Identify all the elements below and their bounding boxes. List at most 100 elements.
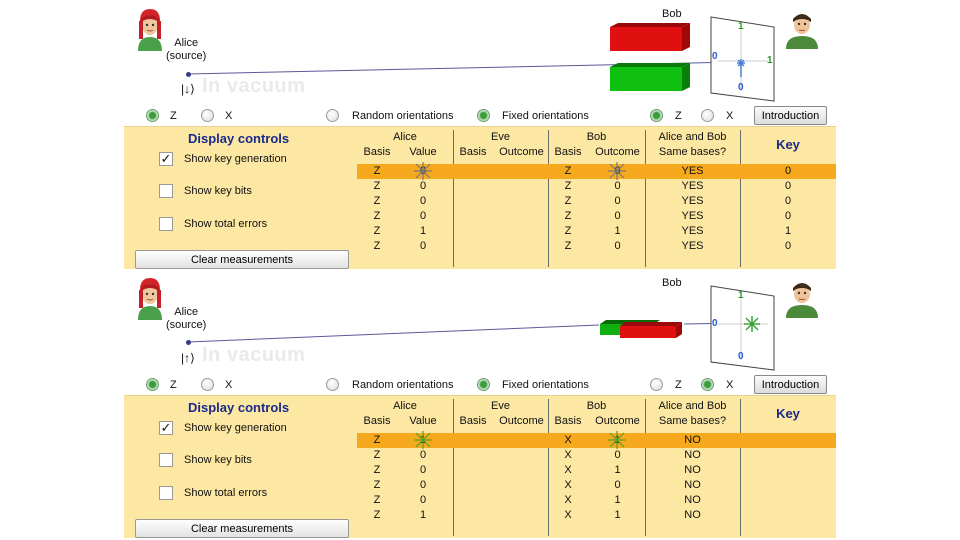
clear-measurements-button[interactable]: Clear measurements [135, 519, 349, 538]
bob-basis-z-radio[interactable] [650, 109, 663, 122]
alice-and-bob-header: Alice and Bob [658, 400, 727, 412]
alice-value-header: Value [409, 146, 437, 158]
key-header: Key [776, 406, 800, 421]
random-orientations-radio[interactable] [326, 378, 339, 391]
fixed-orientations-label: Fixed orientations [502, 110, 589, 122]
clear-measurements-button[interactable]: Clear measurements [135, 250, 349, 269]
display-controls-title: Display controls [188, 131, 290, 146]
photon-source [186, 72, 191, 77]
bob-basis-header: Basis [554, 146, 582, 158]
alice-basis-z-label: Z [170, 379, 177, 391]
show-key-generation-checkbox[interactable]: ✓ [159, 151, 173, 166]
show-key-bits-checkbox[interactable] [159, 453, 173, 467]
alice-basis-header: Basis [363, 146, 391, 158]
medium-label: In vacuum [202, 75, 306, 97]
show-key-bits-checkbox[interactable] [159, 184, 173, 198]
alice-basis-x-label: X [225, 379, 233, 391]
fixed-orientations-radio[interactable] [477, 378, 490, 391]
detector-top-label: 1 [738, 21, 744, 32]
table-row: Z 0 X 1 NO [373, 464, 701, 476]
bob-basis-x-label: X [726, 379, 734, 391]
bob-header: Bob [586, 131, 607, 143]
bob-label: Bob [662, 8, 682, 20]
alice-label: Alice (source) [166, 306, 207, 331]
introduction-button[interactable]: Introduction [754, 375, 827, 394]
alice-basis-x-label: X [225, 110, 233, 122]
alice-header: Alice [393, 131, 417, 143]
show-total-errors-label: Show total errors [184, 487, 268, 499]
key-header: Key [776, 137, 800, 152]
same-bases-header: Same bases? [658, 146, 727, 158]
random-orientations-radio[interactable] [326, 109, 339, 122]
experiment-scene: Alice (source) |↓⟩ In vacuum Bob [124, 5, 836, 105]
bob-detector [710, 16, 775, 102]
alice-basis-z-radio[interactable] [146, 378, 159, 391]
show-total-errors-checkbox[interactable] [159, 486, 173, 500]
bob-basis-z-label: Z [675, 110, 682, 122]
bob-basis-z-radio[interactable] [650, 378, 663, 391]
detector-left-label: 0 [712, 318, 718, 329]
table-row: Z 0 X 0 NO [373, 449, 701, 461]
eve-outcome-header: Outcome [499, 146, 544, 158]
simulation-panel-1: Alice (source) |↓⟩ In vacuum Bob [124, 5, 836, 269]
photon-source [186, 340, 191, 345]
measurement-flash-icon [608, 431, 626, 449]
basis-controls: Z X Random orientations Fixed orientatio… [124, 375, 836, 395]
measurement-table: Alice Eve Bob Alice and Bob Key Basis Va… [357, 396, 836, 539]
bob-avatar-icon [786, 283, 818, 318]
detector-top-label: 1 [738, 290, 744, 301]
alice-basis-z-radio[interactable] [146, 109, 159, 122]
detector-bottom-label: 0 [738, 351, 744, 362]
random-orientations-label: Random orientations [352, 379, 454, 391]
bob-outcome-header: Outcome [595, 415, 640, 427]
eve-header: Eve [491, 400, 510, 412]
measurement-flash-icon [414, 162, 432, 180]
bob-basis-x-radio[interactable] [701, 109, 714, 122]
show-key-generation-checkbox[interactable]: ✓ [159, 420, 173, 435]
photon-state-label: |↓⟩ [181, 82, 195, 96]
eve-basis-header: Basis [459, 146, 487, 158]
table-row: Z 0 Z 0 YES 0 [373, 195, 792, 207]
bob-detector [710, 285, 775, 371]
bob-basis-z-label: Z [675, 379, 682, 391]
table-row: Z 1 Z 1 YES 1 [373, 225, 792, 237]
alice-avatar-icon [138, 278, 162, 320]
experiment-scene: Alice (source) |↑⟩ In vacuum Bob 1 [124, 274, 836, 374]
bob-basis-x-label: X [726, 110, 734, 122]
alice-basis-header: Basis [363, 415, 391, 427]
table-row: Z 1 X 1 NO [373, 509, 701, 521]
show-total-errors-checkbox[interactable] [159, 217, 173, 231]
bob-avatar-icon [786, 14, 818, 49]
measurement-flash-icon [414, 431, 432, 449]
alice-avatar-icon [138, 9, 162, 51]
detector-right-label: 1 [767, 55, 773, 66]
polarization-filters [610, 23, 690, 91]
table-row: Z 0 Z 0 YES 0 [373, 180, 792, 192]
alice-value-header: Value [409, 415, 437, 427]
table-row: Z 0 Z 0 YES 0 [373, 240, 792, 252]
random-orientations-label: Random orientations [352, 110, 454, 122]
eve-outcome-header: Outcome [499, 415, 544, 427]
detector-left-label: 0 [712, 51, 718, 62]
eve-basis-header: Basis [459, 415, 487, 427]
fixed-orientations-radio[interactable] [477, 109, 490, 122]
alice-label: Alice (source) [166, 37, 207, 62]
introduction-button[interactable]: Introduction [754, 106, 827, 125]
bob-basis-x-radio[interactable] [701, 378, 714, 391]
show-key-generation-label: Show key generation [184, 153, 287, 165]
results-area: Display controls ✓ Show key generation S… [124, 126, 836, 269]
show-total-errors-label: Show total errors [184, 218, 268, 230]
eve-header: Eve [491, 131, 510, 143]
bob-header: Bob [586, 400, 607, 412]
table-row: Z 0 X 0 NO [373, 479, 701, 491]
polarization-filters [600, 320, 682, 338]
bob-label: Bob [662, 277, 682, 289]
alice-basis-x-radio[interactable] [201, 109, 214, 122]
measurement-table: Alice Eve Bob Alice and Bob Key Basis Va… [357, 127, 836, 270]
alice-header: Alice [393, 400, 417, 412]
medium-label: In vacuum [202, 344, 306, 366]
alice-basis-x-radio[interactable] [201, 378, 214, 391]
same-bases-header: Same bases? [658, 415, 727, 427]
table-row: Z 0 Z 0 YES 0 [373, 210, 792, 222]
display-controls-title: Display controls [188, 400, 290, 415]
